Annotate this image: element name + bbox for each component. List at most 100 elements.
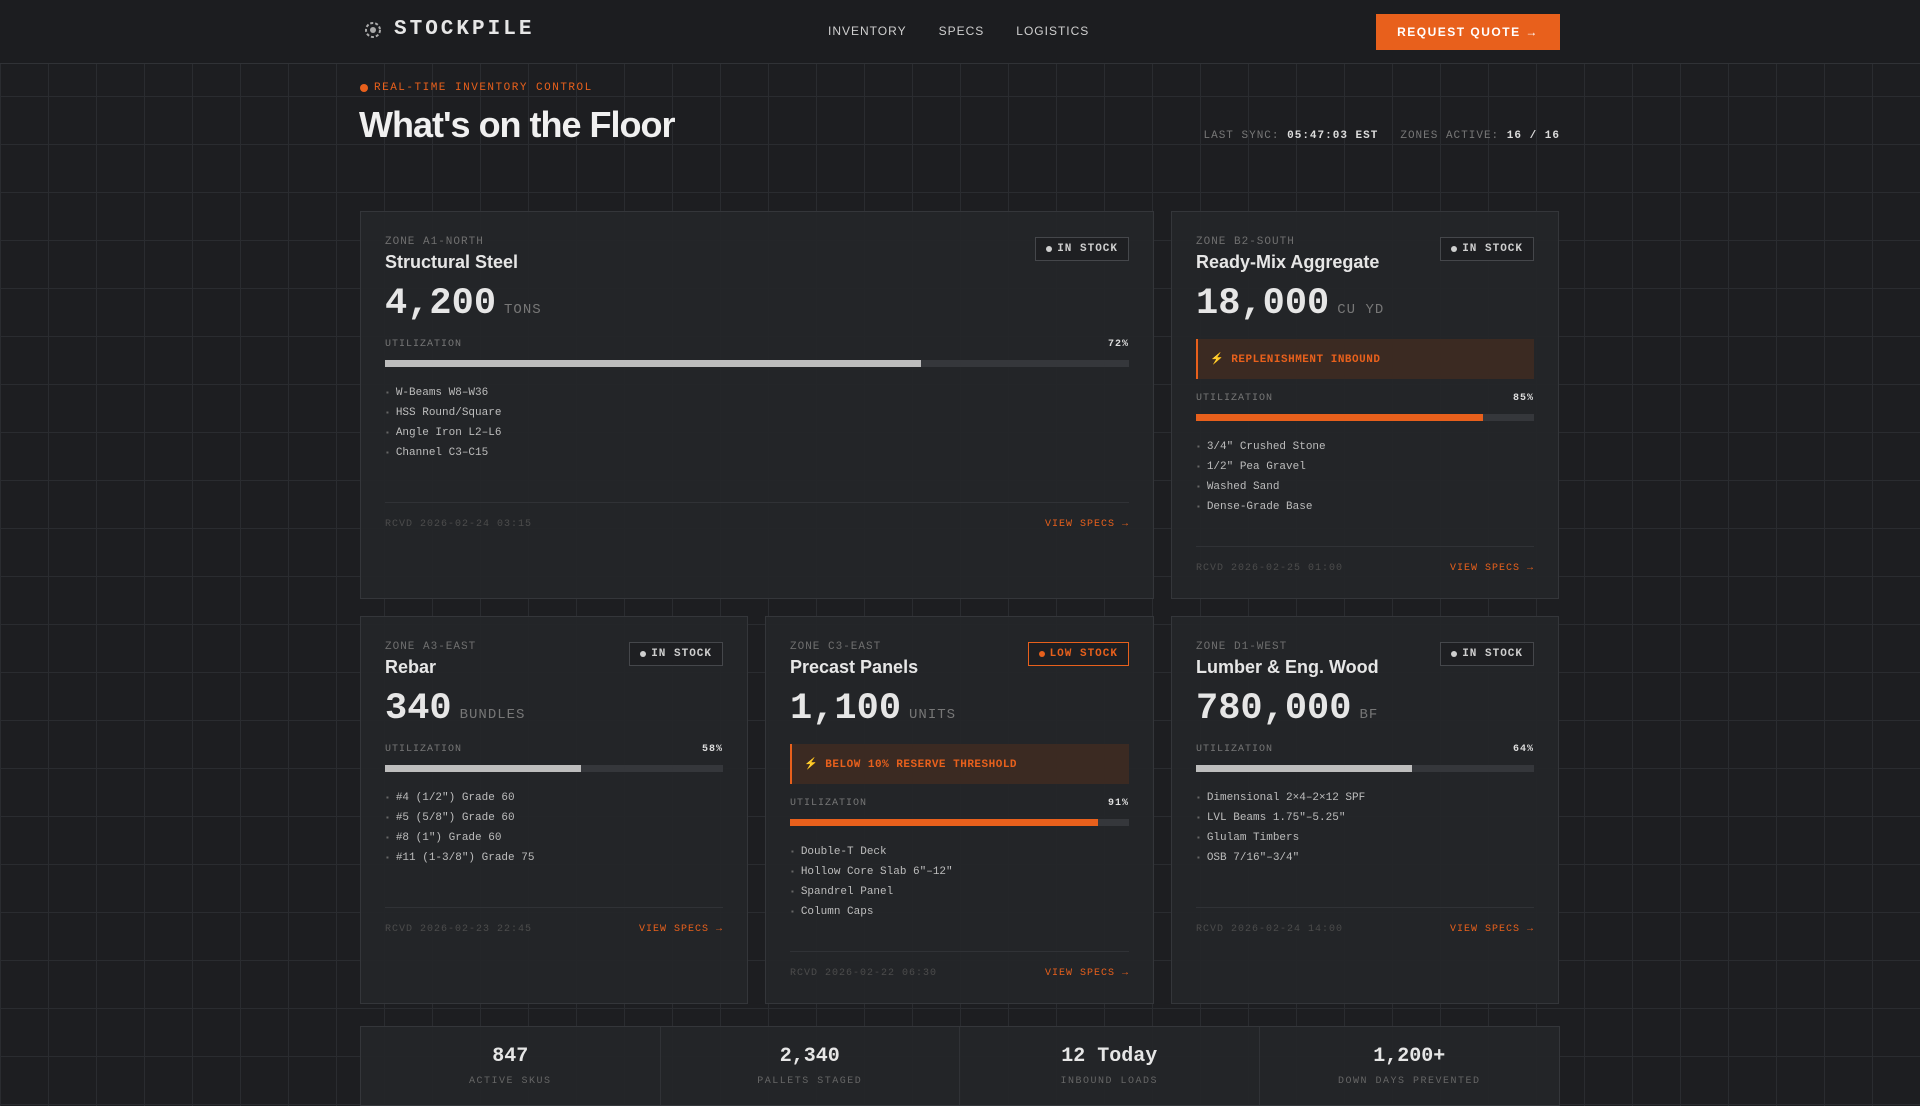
received: RCVD 2026-02-24 03:15 bbox=[385, 519, 533, 530]
utilization-label: UTILIZATION bbox=[385, 339, 463, 350]
zone-label: ZONE A1-NORTH bbox=[385, 236, 484, 248]
card-footer: RCVD 2026-02-23 22:45 VIEW SPECS → bbox=[385, 907, 723, 935]
utilization-track bbox=[385, 765, 723, 772]
item: 3/4" Crushed Stone bbox=[1196, 437, 1534, 457]
status-text: IN STOCK bbox=[1057, 243, 1118, 255]
quantity: 780,000 BF bbox=[1196, 688, 1534, 730]
received: RCVD 2026-02-23 22:45 bbox=[385, 924, 533, 935]
page: STOCKPILE INVENTORY SPECS LOGISTICS REQU… bbox=[0, 0, 1920, 1080]
item: Column Caps bbox=[790, 902, 1129, 922]
quantity: 4,200 TONS bbox=[385, 283, 1129, 325]
zone-label: ZONE B2-SOUTH bbox=[1196, 236, 1295, 248]
stat-value: 2,340 bbox=[779, 1045, 840, 1068]
quantity-value: 18,000 bbox=[1196, 283, 1330, 325]
status-badge: IN STOCK bbox=[1440, 237, 1534, 261]
quantity-value: 780,000 bbox=[1196, 688, 1352, 730]
quantity-unit: BUNDLES bbox=[459, 707, 526, 723]
zone-label: ZONE D1-WEST bbox=[1196, 641, 1288, 653]
stat: 12 Today INBOUND LOADS bbox=[960, 1027, 1260, 1105]
stat-value: 847 bbox=[492, 1045, 529, 1068]
quantity-value: 1,100 bbox=[790, 688, 902, 730]
utilization-track bbox=[1196, 765, 1534, 772]
item: #11 (1-3/8") Grade 75 bbox=[385, 848, 723, 868]
utilization-value: 64% bbox=[1512, 744, 1534, 755]
stat-label: PALLETS STAGED bbox=[757, 1076, 863, 1087]
status-badge: LOW STOCK bbox=[1027, 642, 1129, 666]
item: Washed Sand bbox=[1196, 477, 1534, 497]
card-title: Lumber & Eng. Wood bbox=[1196, 657, 1379, 677]
alert: ⚡ BELOW 10% RESERVE THRESHOLD bbox=[790, 744, 1129, 784]
card-grid: ZONE A1-NORTH Structural Steel IN STOCK 4,2… bbox=[360, 211, 1560, 1004]
logo bbox=[365, 21, 381, 38]
view-specs-link[interactable]: VIEW SPECS → bbox=[1449, 563, 1534, 574]
status-badge: IN STOCK bbox=[629, 642, 723, 666]
quantity-unit: TONS bbox=[504, 302, 542, 318]
zones-label: ZONES ACTIVE: bbox=[1400, 130, 1500, 142]
item-list: Dimensional 2×4–2×12 SPFLVL Beams 1.75"–… bbox=[1196, 788, 1534, 868]
card-title: Precast Panels bbox=[790, 657, 919, 677]
status-dot bbox=[1038, 651, 1045, 657]
item-list: Double-T DeckHollow Core Slab 6"–12"Span… bbox=[790, 842, 1129, 922]
item: Spandrel Panel bbox=[790, 882, 1129, 902]
utilization-value: 85% bbox=[1512, 393, 1534, 404]
view-specs-link[interactable]: VIEW SPECS → bbox=[1044, 519, 1129, 530]
card: ZONE B2-SOUTH Ready-Mix Aggregate IN STOCK… bbox=[1171, 211, 1559, 599]
sync-label: LAST SYNC: bbox=[1203, 130, 1280, 142]
nav-link[interactable]: LOGISTICS bbox=[1016, 24, 1090, 38]
status-dot bbox=[640, 651, 647, 657]
item: #5 (5/8") Grade 60 bbox=[385, 808, 723, 828]
stat: 847 ACTIVE SKUS bbox=[361, 1027, 661, 1105]
utilization-bar bbox=[385, 360, 921, 367]
item-list: #4 (1/2") Grade 60#5 (5/8") Grade 60#8 (… bbox=[385, 788, 723, 868]
utilization-value: 72% bbox=[1107, 339, 1129, 350]
received: RCVD 2026-02-25 01:00 bbox=[1196, 563, 1344, 574]
view-specs-link[interactable]: VIEW SPECS → bbox=[1449, 924, 1534, 935]
quantity-unit: BF bbox=[1359, 707, 1379, 723]
utilization-track bbox=[1196, 414, 1534, 421]
received: RCVD 2026-02-22 06:30 bbox=[790, 968, 938, 979]
utilization-value: 91% bbox=[1107, 798, 1129, 809]
status-badge: IN STOCK bbox=[1035, 237, 1129, 261]
quantity-unit: CU YD bbox=[1337, 302, 1385, 318]
status-text: IN STOCK bbox=[651, 648, 712, 660]
card: ZONE D1-WEST Lumber & Eng. Wood IN STOCK 78… bbox=[1171, 616, 1559, 1004]
item: LVL Beams 1.75"–5.25" bbox=[1196, 808, 1534, 828]
tag: REAL-TIME INVENTORY CONTROL bbox=[360, 82, 593, 94]
zone-label: ZONE C3-EAST bbox=[790, 641, 882, 653]
item: OSB 7/16"–3/4" bbox=[1196, 848, 1534, 868]
stat-label: DOWN DAYS PREVENTED bbox=[1337, 1076, 1481, 1087]
card-title: Ready-Mix Aggregate bbox=[1196, 252, 1380, 272]
zones-value: 16 / 16 bbox=[1506, 130, 1560, 142]
status-text: IN STOCK bbox=[1462, 648, 1523, 660]
status-dot bbox=[1451, 246, 1458, 252]
card-footer: RCVD 2026-02-22 06:30 VIEW SPECS → bbox=[790, 951, 1129, 979]
utilization-bar bbox=[790, 819, 1099, 826]
quantity: 1,100 UNITS bbox=[790, 688, 1129, 730]
utilization-label: UTILIZATION bbox=[1196, 744, 1274, 755]
navbar: STOCKPILE INVENTORY SPECS LOGISTICS REQU… bbox=[0, 0, 1920, 64]
utilization-label: UTILIZATION bbox=[385, 744, 463, 755]
nav-link[interactable]: SPECS bbox=[938, 24, 985, 38]
brand: STOCKPILE bbox=[364, 18, 534, 41]
item: Glulam Timbers bbox=[1196, 828, 1534, 848]
utilization-value: 58% bbox=[701, 744, 723, 755]
quantity: 18,000 CU YD bbox=[1196, 283, 1534, 325]
quantity-value: 340 bbox=[385, 688, 452, 730]
view-specs-link[interactable]: VIEW SPECS → bbox=[1044, 968, 1129, 979]
item: Channel C3–C15 bbox=[385, 443, 1129, 463]
zone-label: ZONE A3-EAST bbox=[385, 641, 477, 653]
item: Angle Iron L2–L6 bbox=[385, 423, 1129, 443]
stat: 1,200+ DOWN DAYS PREVENTED bbox=[1260, 1027, 1560, 1105]
status-badge: IN STOCK bbox=[1440, 642, 1534, 666]
utilization-track bbox=[385, 360, 1129, 367]
card: ZONE C3-EAST Precast Panels LOW STOCK 1,100… bbox=[765, 616, 1154, 1004]
utilization-row: UTILIZATION 58% bbox=[385, 744, 723, 755]
nav-link[interactable]: INVENTORY bbox=[828, 24, 907, 38]
cta-button[interactable]: REQUEST QUOTE → bbox=[1376, 14, 1560, 50]
item: W-Beams W8–W36 bbox=[385, 383, 1129, 403]
brand-name: STOCKPILE bbox=[394, 18, 535, 41]
view-specs-link[interactable]: VIEW SPECS → bbox=[638, 924, 723, 935]
card-footer: RCVD 2026-02-24 14:00 VIEW SPECS → bbox=[1196, 907, 1534, 935]
stat-value: 1,200+ bbox=[1373, 1045, 1446, 1068]
item: #4 (1/2") Grade 60 bbox=[385, 788, 723, 808]
